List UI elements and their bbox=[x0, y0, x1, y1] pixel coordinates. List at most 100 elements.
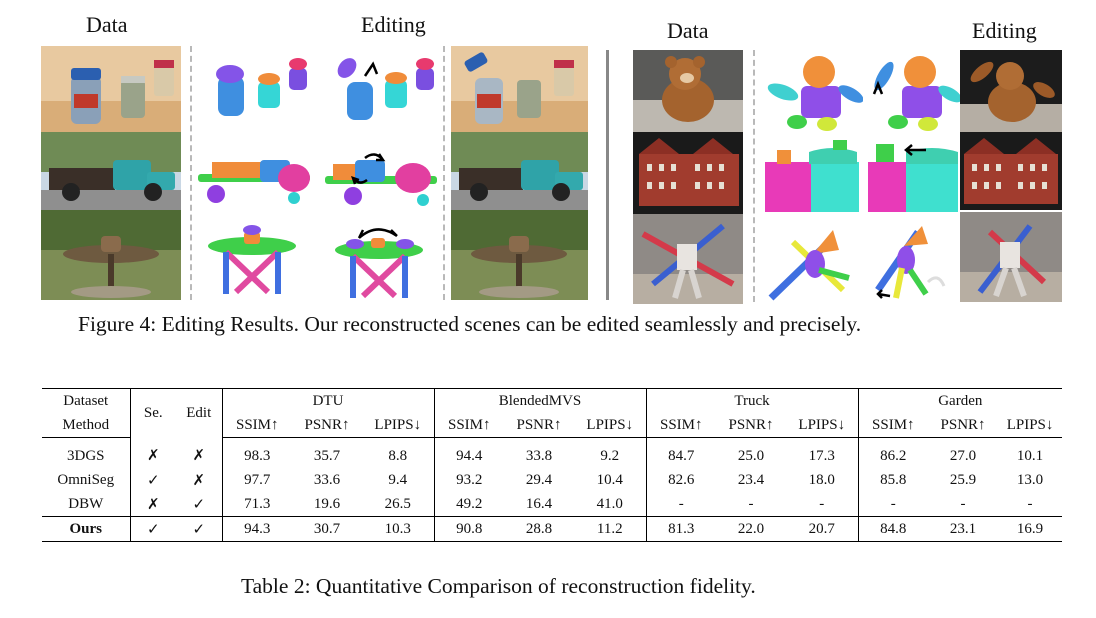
value-cell: - bbox=[1027, 495, 1033, 512]
value-cell: 94.3 bbox=[221, 516, 292, 542]
primitives-teddy bbox=[763, 50, 863, 132]
value-cell: 11.2 bbox=[574, 516, 647, 542]
value-cell: - bbox=[960, 495, 966, 512]
value-cell: 49.2 bbox=[433, 492, 504, 517]
value-cell: 23.1 bbox=[928, 516, 999, 542]
edit-cell: ✗ bbox=[192, 472, 206, 489]
value-cell: 86.2 bbox=[857, 437, 929, 468]
value-cell: - bbox=[819, 495, 825, 512]
primitives-teddy-edited bbox=[866, 50, 962, 132]
value-cell: 13.0 bbox=[1016, 471, 1044, 488]
left-data-header: Data bbox=[86, 12, 128, 37]
header-group-truck: Truck bbox=[645, 388, 859, 413]
value-cell: 30.7 bbox=[292, 516, 362, 542]
primitives-robot-edited bbox=[866, 220, 962, 304]
metric-lpips: LPIPS↓ bbox=[998, 413, 1063, 438]
value-cell: - bbox=[645, 492, 717, 517]
edit-cell: ✗ bbox=[192, 448, 206, 465]
value-cell: 85.8 bbox=[857, 468, 929, 492]
value-cell: 33.6 bbox=[313, 471, 341, 488]
primitives-truck bbox=[196, 140, 318, 212]
value-cell: 23.4 bbox=[737, 471, 765, 488]
value-cell: 33.8 bbox=[525, 447, 553, 464]
value-cell: - bbox=[748, 495, 754, 512]
value-cell: 19.6 bbox=[313, 495, 341, 512]
se-cell: ✗ bbox=[129, 492, 176, 517]
photo-jars-data bbox=[41, 46, 181, 132]
header-se: Se. bbox=[129, 388, 176, 438]
left-editing-header: Editing bbox=[361, 12, 426, 37]
se-cell: ✓ bbox=[129, 468, 176, 492]
value-cell: 71.3 bbox=[221, 492, 292, 517]
method-cell: Ours bbox=[42, 516, 130, 542]
header-method: Method bbox=[42, 413, 130, 438]
photo-building-data bbox=[633, 132, 743, 214]
table-row: 3DGS ✗ ✗ 98.3 35.7 8.8 94.4 33.8 9.2 84.7 25.0 17.3… bbox=[42, 437, 1062, 468]
dashed-divider-left-1 bbox=[190, 46, 192, 300]
value-cell: 10.1 bbox=[1016, 447, 1044, 464]
primitives-jars bbox=[196, 46, 318, 132]
value-cell: 25.0 bbox=[737, 447, 765, 464]
value-cell: 84.7 bbox=[645, 437, 717, 468]
right-data-header: Data bbox=[667, 18, 709, 43]
primitives-truck-edited bbox=[321, 140, 443, 212]
photo-robot-data bbox=[633, 214, 743, 304]
value-cell: 41.0 bbox=[596, 495, 623, 512]
metric-ssim: SSIM↑ bbox=[645, 413, 717, 438]
value-cell: 16.4 bbox=[525, 495, 553, 512]
table-header-row-1: Dataset Se. Edit DTU BlendedMVS Truck Ga… bbox=[42, 388, 1063, 438]
value-cell: 82.6 bbox=[645, 468, 717, 492]
header-dataset: Dataset bbox=[42, 388, 130, 413]
right-editing-header: Editing bbox=[972, 18, 1037, 43]
metric-psnr: PSNR↑ bbox=[716, 413, 787, 438]
primitives-robot bbox=[763, 220, 863, 304]
table-row: Ours ✓ ✓ 94.3 30.7 10.3 90.8 28.8 11.2 81.3 22.0 20… bbox=[42, 516, 1063, 542]
dashed-divider-right bbox=[753, 50, 755, 302]
table-row: OmniSeg ✓ ✗ 97.7 33.6 9.4 93.2 29.4 10.4 82.6 23.4… bbox=[42, 468, 1062, 492]
photo-garden-data bbox=[41, 210, 181, 300]
value-cell: 10.4 bbox=[596, 471, 623, 488]
value-cell: 35.7 bbox=[313, 447, 341, 464]
photo-building-edited bbox=[960, 132, 1062, 210]
value-cell: 10.3 bbox=[362, 516, 434, 542]
photo-teddy-edited bbox=[960, 50, 1062, 132]
se-cell: ✓ bbox=[129, 516, 176, 542]
value-cell: 25.9 bbox=[949, 471, 977, 488]
primitives-jars-edited bbox=[321, 46, 443, 132]
value-cell: 8.8 bbox=[388, 447, 408, 464]
value-cell: 17.3 bbox=[808, 447, 835, 464]
value-cell: 90.8 bbox=[433, 516, 504, 542]
value-cell: 98.3 bbox=[221, 437, 292, 468]
value-cell: 18.0 bbox=[808, 471, 835, 488]
results-table: Dataset Se. Edit DTU BlendedMVS Truck Ga… bbox=[42, 388, 1063, 542]
edit-cell: ✓ bbox=[176, 516, 222, 542]
table-header-row-2: Method SSIM↑ PSNR↑ LPIPS↓ SSIM↑ PSNR↑ LP… bbox=[42, 413, 1063, 438]
primitives-building bbox=[763, 136, 863, 216]
photo-truck-edited bbox=[451, 132, 588, 210]
metric-lpips: LPIPS↓ bbox=[362, 413, 434, 438]
dashed-divider-left-2 bbox=[443, 46, 445, 300]
value-cell: 97.7 bbox=[221, 468, 292, 492]
value-cell: 81.3 bbox=[645, 516, 717, 542]
value-cell: - bbox=[857, 492, 929, 517]
value-cell: 9.4 bbox=[388, 471, 408, 488]
table-caption: Table 2: Quantitative Comparison of reco… bbox=[241, 574, 756, 598]
value-cell: 26.5 bbox=[384, 495, 411, 512]
metric-ssim: SSIM↑ bbox=[221, 413, 292, 438]
method-cell: OmniSeg bbox=[57, 471, 115, 488]
metric-ssim: SSIM↑ bbox=[857, 413, 929, 438]
photo-truck-data bbox=[41, 132, 181, 210]
figure-group-divider bbox=[606, 50, 609, 300]
figure-caption: Figure 4: Editing Results. Our reconstru… bbox=[78, 312, 862, 336]
value-cell: 84.8 bbox=[857, 516, 929, 542]
header-group-blendedmvs: BlendedMVS bbox=[433, 388, 647, 413]
table-row: DBW ✗ ✓ 71.3 19.6 26.5 49.2 16.4 41.0 - - - - - - bbox=[42, 492, 1062, 517]
value-cell: 20.7 bbox=[786, 516, 859, 542]
method-cell: 3DGS bbox=[66, 447, 105, 464]
value-cell: 9.2 bbox=[600, 447, 620, 464]
header-group-garden: Garden bbox=[857, 388, 1063, 413]
photo-jars-edited bbox=[451, 46, 588, 132]
header-edit: Edit bbox=[176, 388, 222, 438]
photo-robot-edited bbox=[960, 212, 1062, 302]
photo-garden-edited bbox=[451, 210, 588, 300]
